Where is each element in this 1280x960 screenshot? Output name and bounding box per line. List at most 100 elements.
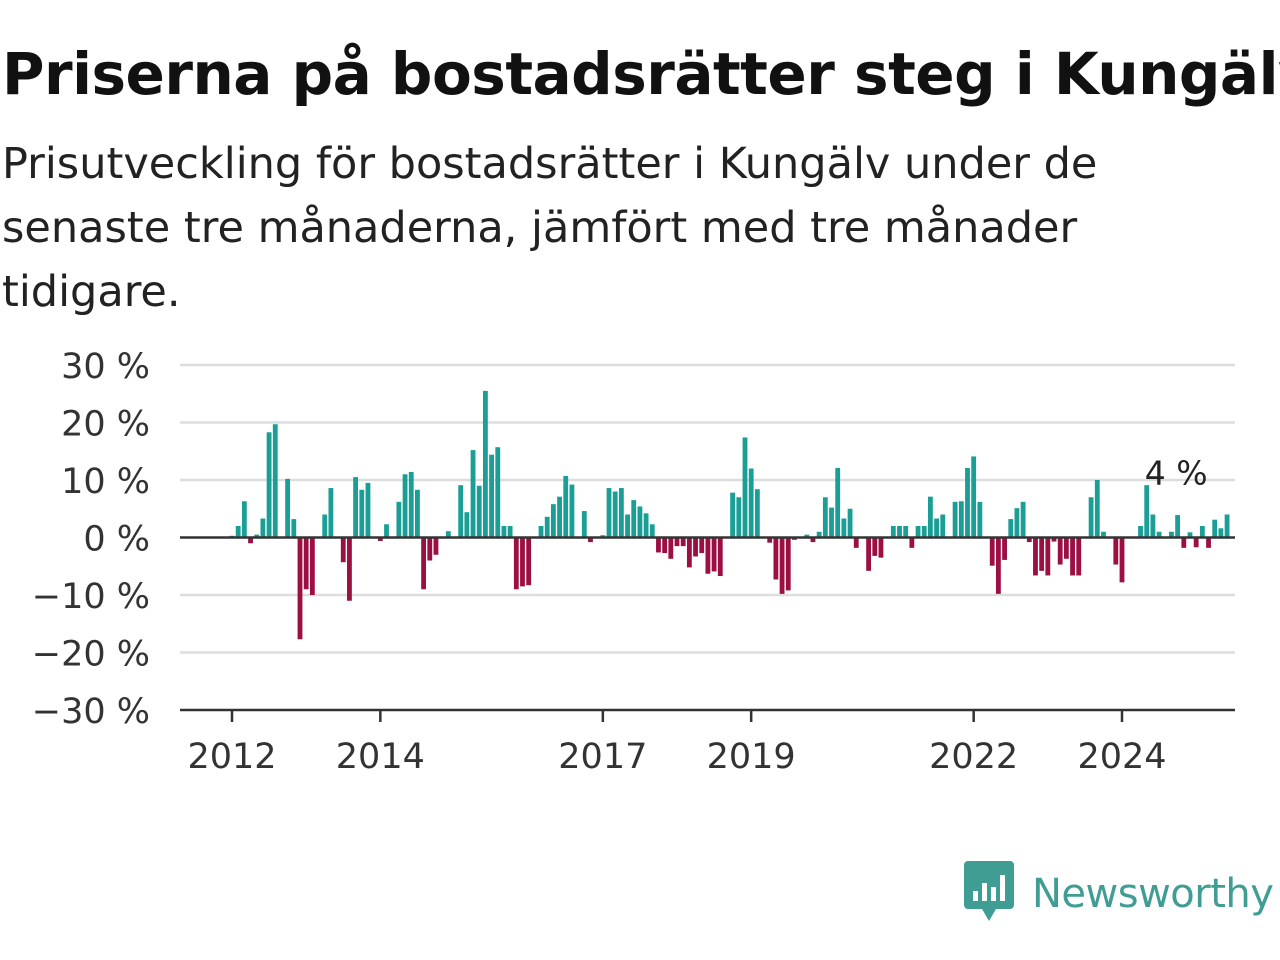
bar bbox=[822, 497, 828, 538]
bar bbox=[1094, 480, 1100, 538]
y-tick-label: −10 % bbox=[32, 577, 150, 617]
axes bbox=[180, 536, 1235, 722]
bar bbox=[736, 497, 742, 538]
bar bbox=[433, 537, 439, 555]
x-tick-label: 2022 bbox=[929, 737, 1018, 777]
bar bbox=[427, 537, 433, 561]
bar bbox=[767, 537, 773, 543]
bar bbox=[668, 537, 674, 559]
x-axis-labels: 2012 2014 2017 2019 2022 2024 bbox=[187, 737, 1166, 777]
x-tick-label: 2017 bbox=[558, 737, 647, 777]
bar bbox=[1113, 537, 1119, 565]
bar bbox=[408, 471, 414, 538]
bar bbox=[915, 526, 921, 538]
x-tick-label: 2014 bbox=[336, 737, 425, 777]
bar bbox=[878, 537, 884, 558]
bar bbox=[495, 447, 501, 538]
bar bbox=[1156, 531, 1162, 538]
bar bbox=[1033, 537, 1038, 576]
bar bbox=[773, 537, 779, 580]
bar bbox=[254, 534, 260, 538]
bar bbox=[1101, 531, 1106, 538]
y-tick-label: 10 % bbox=[61, 462, 150, 502]
bar bbox=[1169, 531, 1174, 538]
bar bbox=[322, 514, 328, 538]
bar bbox=[680, 537, 686, 547]
bar bbox=[921, 526, 927, 538]
bar bbox=[649, 524, 655, 538]
bar bbox=[618, 488, 624, 538]
bar bbox=[415, 489, 420, 538]
x-tick-label: 2012 bbox=[187, 737, 276, 777]
bar bbox=[909, 537, 915, 548]
bar bbox=[1199, 526, 1205, 538]
bar bbox=[699, 537, 705, 554]
bar bbox=[297, 537, 303, 640]
y-tick-label: 0 % bbox=[83, 520, 150, 560]
brand-name: Newsworthy bbox=[1032, 871, 1274, 917]
bar bbox=[1014, 508, 1020, 538]
bar bbox=[384, 524, 389, 538]
bar bbox=[353, 477, 359, 538]
bar bbox=[470, 450, 476, 538]
bar bbox=[1175, 515, 1181, 538]
bar bbox=[482, 390, 488, 538]
bar bbox=[804, 534, 810, 538]
bar bbox=[637, 506, 643, 538]
bar bbox=[1051, 537, 1057, 542]
bar bbox=[693, 537, 698, 557]
bar bbox=[476, 485, 482, 538]
bar bbox=[934, 518, 939, 538]
bar bbox=[328, 488, 334, 538]
bar bbox=[464, 512, 470, 538]
bar bbox=[581, 511, 587, 538]
bar bbox=[550, 504, 556, 538]
bar bbox=[711, 537, 717, 572]
bar bbox=[1039, 537, 1045, 571]
bar bbox=[266, 432, 272, 538]
bar bbox=[445, 531, 451, 538]
y-tick-label: −20 % bbox=[32, 635, 150, 675]
bar bbox=[971, 456, 977, 538]
bar bbox=[952, 501, 958, 538]
bar bbox=[958, 501, 964, 538]
bar bbox=[526, 537, 532, 586]
bar-chart: 30 %20 %10 %0 %−10 %−20 %−30 % 2012 2014 2… bbox=[32, 347, 1235, 777]
bar bbox=[977, 501, 983, 538]
bar bbox=[377, 537, 383, 541]
bar bbox=[1138, 526, 1143, 538]
bar bbox=[507, 526, 513, 538]
bar bbox=[989, 537, 995, 566]
bar bbox=[829, 507, 834, 538]
bar bbox=[606, 488, 612, 538]
bar bbox=[520, 537, 525, 587]
bar bbox=[241, 501, 247, 538]
bar bbox=[1181, 537, 1187, 548]
bar bbox=[1187, 532, 1193, 538]
bar bbox=[779, 537, 785, 594]
bar bbox=[674, 537, 680, 547]
y-tick-label: 30 % bbox=[61, 347, 150, 387]
bar bbox=[662, 537, 668, 554]
bar bbox=[1020, 501, 1026, 538]
bar bbox=[866, 537, 872, 571]
bar bbox=[421, 537, 427, 590]
bar bbox=[1063, 537, 1069, 559]
last-value-annotation: 4 % bbox=[1145, 454, 1208, 493]
bar bbox=[1144, 485, 1150, 538]
chart-title: Priserna på bostadsrätter steg i Kungälv bbox=[2, 40, 1280, 108]
bar bbox=[1206, 537, 1211, 548]
x-tick-label: 2019 bbox=[707, 737, 796, 777]
bar bbox=[359, 489, 365, 538]
x-tick-label: 2024 bbox=[1077, 737, 1166, 777]
bar bbox=[965, 467, 970, 538]
bar bbox=[396, 501, 402, 538]
bar bbox=[557, 496, 562, 538]
bar bbox=[347, 537, 352, 601]
bar bbox=[1057, 537, 1063, 565]
bar bbox=[260, 518, 266, 538]
y-axis-labels: 30 % 20 % 10 % 0 % −10 % −20 % −30 % bbox=[32, 347, 150, 732]
bar bbox=[940, 514, 946, 538]
bar bbox=[1193, 537, 1199, 548]
bar bbox=[847, 508, 853, 538]
